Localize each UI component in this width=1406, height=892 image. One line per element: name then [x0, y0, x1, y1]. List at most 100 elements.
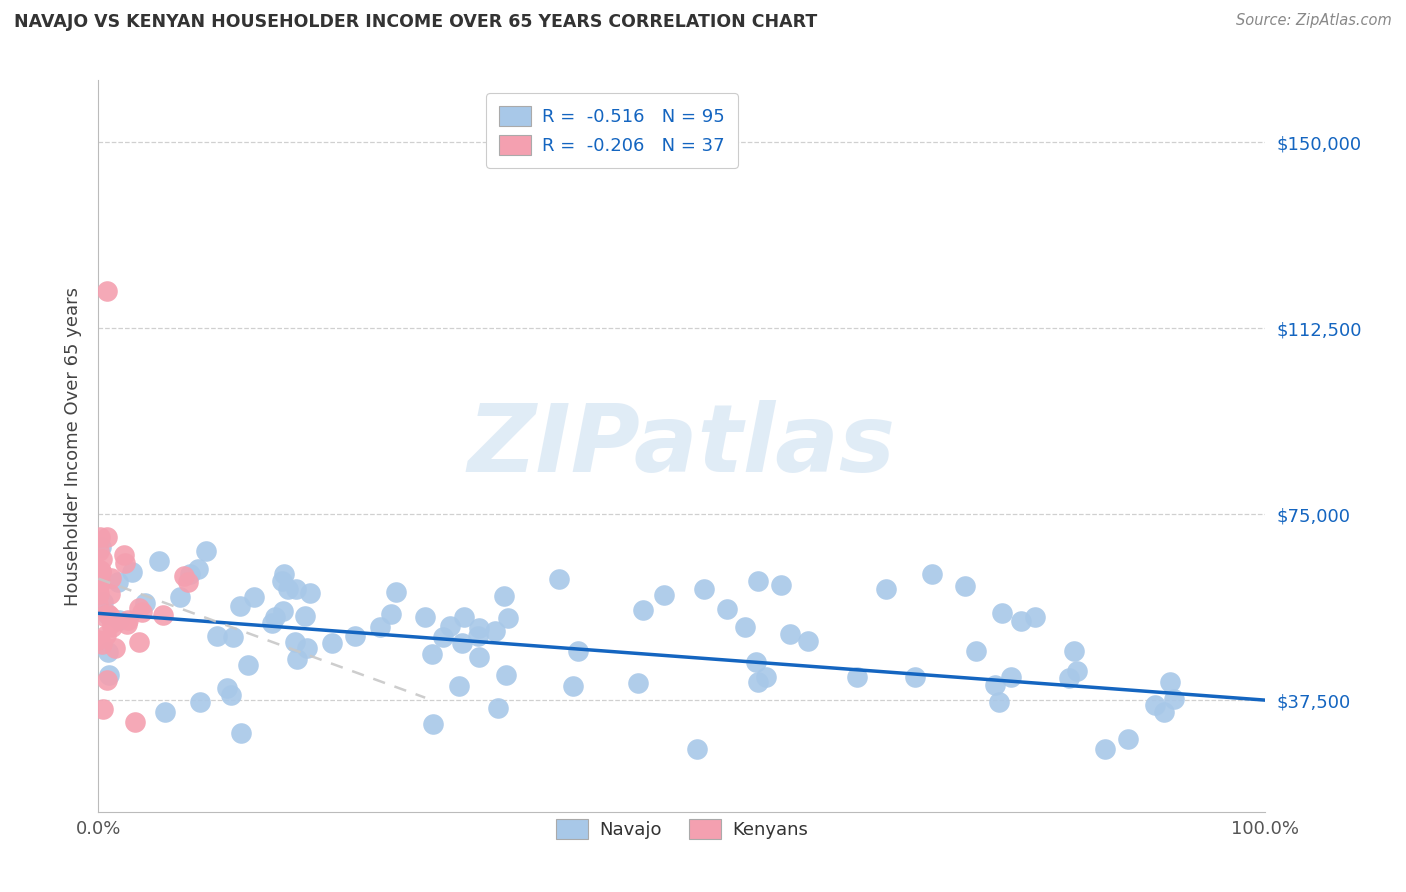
Point [101, 615, 124, 630]
Point [468, 649, 491, 664]
Point [89, 563, 111, 577]
Text: NAVAJO VS KENYAN HOUSEHOLDER INCOME OVER 65 YEARS CORRELATION CHART: NAVAJO VS KENYAN HOUSEHOLDER INCOME OVER… [14, 13, 817, 31]
Point [797, 634, 820, 648]
Point [205, 629, 228, 643]
Point [128, 601, 150, 615]
Point [263, 610, 285, 624]
Point [548, 572, 571, 586]
Point [229, 599, 252, 613]
Point [236, 657, 259, 672]
Point [492, 589, 515, 603]
Point [179, 567, 201, 582]
Point [89, 574, 111, 589]
Point [567, 644, 589, 658]
Point [243, 590, 266, 604]
Point [114, 557, 136, 571]
Point [117, 614, 139, 628]
Point [104, 640, 127, 655]
Point [422, 716, 444, 731]
Point [686, 741, 709, 756]
Point [495, 668, 517, 682]
Point [447, 679, 470, 693]
Point [91, 637, 114, 651]
Point [1143, 698, 1166, 712]
Point [432, 630, 454, 644]
Point [87, 633, 110, 648]
Point [1063, 644, 1085, 658]
Point [108, 613, 131, 627]
Point [115, 617, 138, 632]
Point [285, 582, 308, 596]
Point [128, 635, 150, 649]
Point [1116, 731, 1139, 746]
Point [984, 678, 1007, 692]
Point [89, 530, 111, 544]
Point [991, 606, 1014, 620]
Point [177, 574, 200, 589]
Point [368, 620, 391, 634]
Point [148, 554, 170, 568]
Point [1163, 692, 1185, 706]
Point [627, 676, 650, 690]
Point [90, 551, 112, 566]
Point [380, 607, 402, 621]
Point [221, 630, 243, 644]
Point [631, 603, 654, 617]
Point [219, 688, 242, 702]
Point [91, 595, 114, 609]
Point [453, 609, 475, 624]
Legend: Navajo, Kenyans: Navajo, Kenyans [548, 812, 815, 847]
Point [1094, 742, 1116, 756]
Text: ZIPatlas: ZIPatlas [468, 400, 896, 492]
Point [173, 569, 195, 583]
Point [91, 702, 114, 716]
Point [298, 586, 321, 600]
Point [955, 579, 977, 593]
Point [734, 620, 756, 634]
Point [1024, 610, 1046, 624]
Point [486, 700, 509, 714]
Point [277, 582, 299, 596]
Point [484, 624, 506, 638]
Point [769, 578, 792, 592]
Point [1159, 675, 1181, 690]
Point [451, 636, 474, 650]
Point [439, 619, 461, 633]
Point [1057, 671, 1080, 685]
Point [90, 564, 112, 578]
Point [344, 629, 367, 643]
Point [988, 695, 1011, 709]
Point [747, 574, 769, 589]
Point [747, 674, 769, 689]
Point [100, 620, 122, 634]
Point [260, 616, 283, 631]
Point [273, 566, 295, 581]
Point [90, 566, 112, 580]
Point [131, 606, 153, 620]
Point [755, 670, 778, 684]
Point [107, 574, 129, 589]
Point [134, 596, 156, 610]
Point [188, 695, 211, 709]
Point [716, 601, 738, 615]
Point [87, 572, 110, 586]
Point [294, 609, 316, 624]
Point [112, 548, 135, 562]
Point [965, 644, 987, 658]
Point [90, 540, 112, 554]
Point [744, 656, 766, 670]
Point [562, 679, 585, 693]
Point [1000, 670, 1022, 684]
Point [100, 587, 122, 601]
Point [1066, 664, 1088, 678]
Point [1153, 705, 1175, 719]
Point [96, 284, 118, 298]
Point [187, 562, 209, 576]
Point [96, 628, 118, 642]
Point [846, 670, 869, 684]
Text: Source: ZipAtlas.com: Source: ZipAtlas.com [1236, 13, 1392, 29]
Y-axis label: Householder Income Over 65 years: Householder Income Over 65 years [63, 286, 82, 606]
Point [89, 577, 111, 591]
Point [779, 626, 801, 640]
Point [153, 705, 176, 719]
